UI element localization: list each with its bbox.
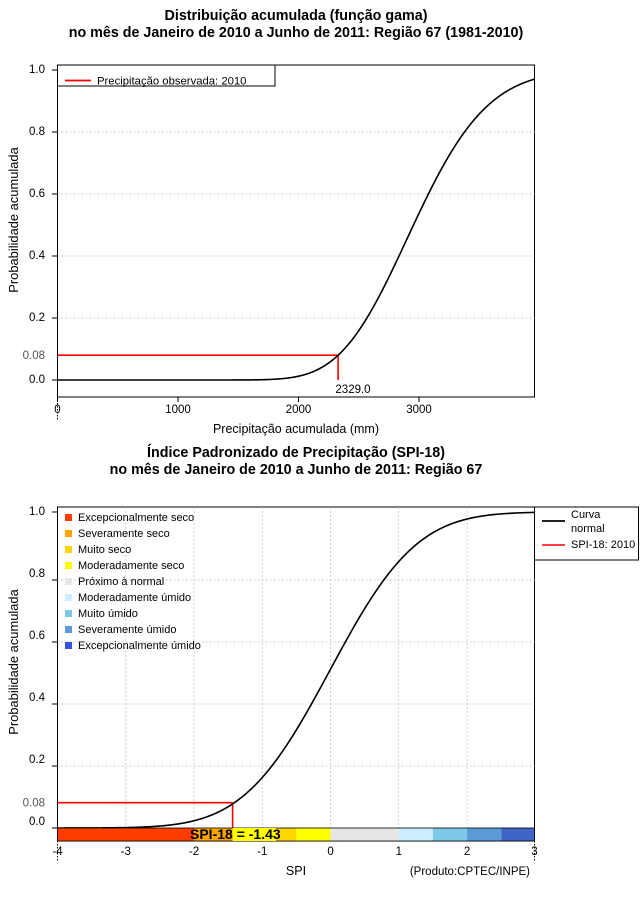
svg-text:Distribuição acumulada (função: Distribuição acumulada (função gama) bbox=[165, 8, 428, 24]
svg-text:0.2: 0.2 bbox=[29, 754, 45, 766]
svg-text:Excepcionalmente seco: Excepcionalmente seco bbox=[78, 512, 194, 524]
svg-text:0.08: 0.08 bbox=[23, 350, 45, 362]
svg-text:-1: -1 bbox=[257, 846, 267, 858]
svg-text:1000: 1000 bbox=[165, 404, 191, 416]
svg-text:2000: 2000 bbox=[286, 404, 312, 416]
svg-text:0.0: 0.0 bbox=[29, 816, 45, 828]
svg-text:normal: normal bbox=[571, 523, 605, 535]
svg-text:Muito úmido: Muito úmido bbox=[78, 608, 138, 620]
svg-text:SPI-18: 2010: SPI-18: 2010 bbox=[571, 539, 635, 551]
svg-text:0.4: 0.4 bbox=[29, 250, 46, 262]
svg-text:1.0: 1.0 bbox=[29, 506, 45, 518]
svg-text:0.8: 0.8 bbox=[29, 126, 45, 138]
svg-text:0.8: 0.8 bbox=[29, 568, 45, 580]
svg-text:Probabilidade acumulada: Probabilidade acumulada bbox=[6, 146, 21, 292]
svg-text:2: 2 bbox=[464, 846, 470, 858]
svg-text:Curva: Curva bbox=[571, 509, 601, 521]
svg-text:no mês de Janeiro de 2010 a Ju: no mês de Janeiro de 2010 a Junho de 201… bbox=[110, 462, 483, 478]
svg-text:0.2: 0.2 bbox=[29, 312, 45, 324]
svg-text:0.4: 0.4 bbox=[29, 692, 46, 704]
svg-text:0.6: 0.6 bbox=[29, 188, 45, 200]
svg-text:Próximo à normal: Próximo à normal bbox=[78, 576, 164, 588]
svg-text:Muito seco: Muito seco bbox=[78, 544, 131, 556]
svg-text:0.0: 0.0 bbox=[29, 374, 45, 386]
svg-text:(Produto:CPTEC/INPE): (Produto:CPTEC/INPE) bbox=[410, 866, 530, 878]
svg-text:no mês de Janeiro de 2010 a Ju: no mês de Janeiro de 2010 a Junho de 201… bbox=[69, 25, 524, 41]
svg-text:Moderadamente úmido: Moderadamente úmido bbox=[78, 592, 191, 604]
svg-text:SPI-18 = -1.43: SPI-18 = -1.43 bbox=[190, 826, 281, 842]
svg-text:1.0: 1.0 bbox=[29, 64, 45, 76]
svg-text:-3: -3 bbox=[121, 846, 131, 858]
svg-text:0.6: 0.6 bbox=[29, 630, 45, 642]
svg-text:2329.0: 2329.0 bbox=[335, 384, 370, 396]
svg-text:Severamente seco: Severamente seco bbox=[78, 528, 170, 540]
svg-text:Severamente úmido: Severamente úmido bbox=[78, 624, 176, 636]
svg-text:Excepcionalmente úmido: Excepcionalmente úmido bbox=[78, 640, 201, 652]
svg-text:Índice Padronizado de Precipit: Índice Padronizado de Precipitação (SPI-… bbox=[147, 444, 445, 461]
svg-text:0: 0 bbox=[54, 404, 60, 416]
svg-text:Probabilidade acumulada: Probabilidade acumulada bbox=[6, 588, 21, 734]
svg-text:Precipitação acumulada (mm): Precipitação acumulada (mm) bbox=[213, 422, 379, 436]
svg-text:0.08: 0.08 bbox=[23, 798, 45, 810]
svg-text:Moderadamente seco: Moderadamente seco bbox=[78, 560, 184, 572]
svg-text:SPI: SPI bbox=[286, 864, 306, 878]
svg-text:Precipitação observada: 2010: Precipitação observada: 2010 bbox=[97, 76, 246, 88]
svg-text:1: 1 bbox=[396, 846, 402, 858]
svg-text:-2: -2 bbox=[189, 846, 199, 858]
svg-text:0: 0 bbox=[327, 846, 333, 858]
svg-text:-4: -4 bbox=[52, 846, 63, 858]
svg-text:3: 3 bbox=[531, 846, 537, 858]
svg-text:3000: 3000 bbox=[406, 404, 432, 416]
